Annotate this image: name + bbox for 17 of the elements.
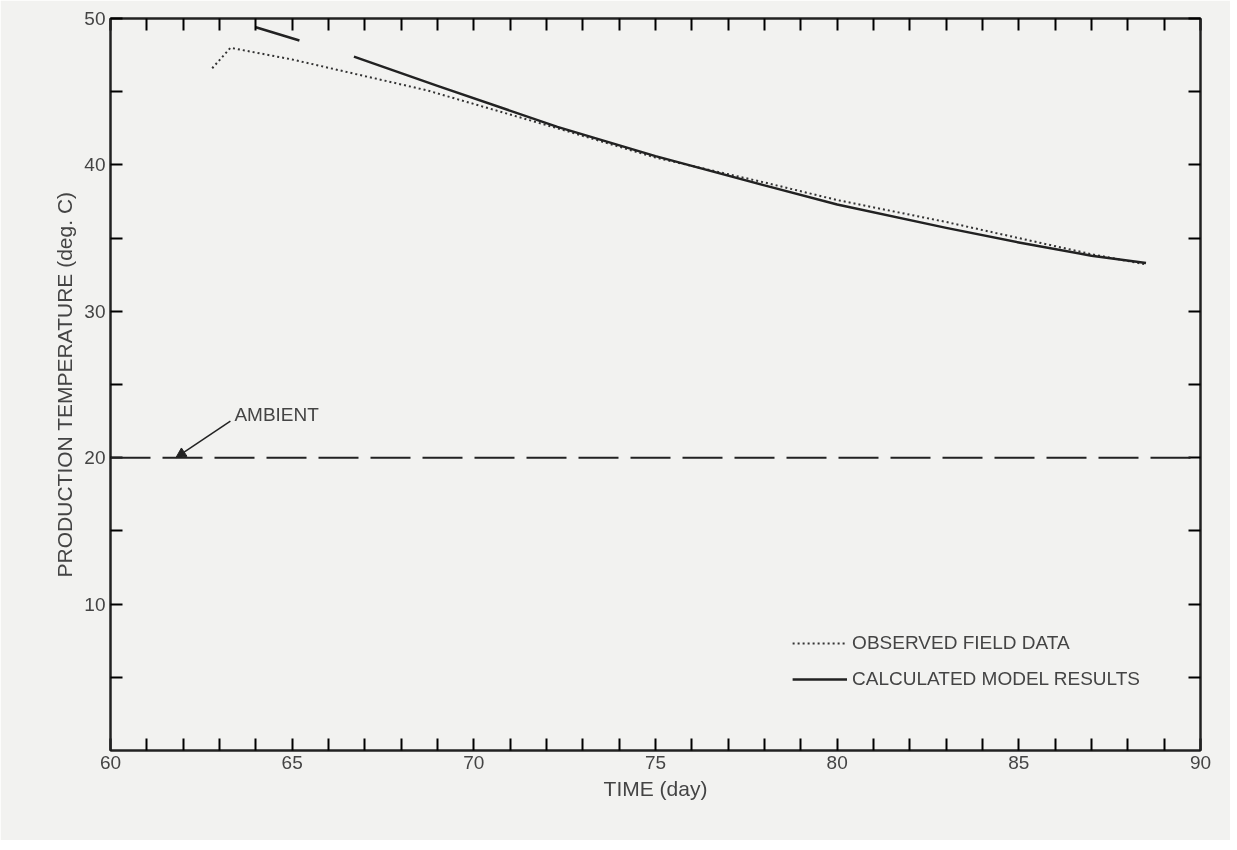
x-tick-label: 75 xyxy=(644,751,667,773)
x-tick-label: 80 xyxy=(826,751,848,773)
legend-label: OBSERVED FIELD DATA xyxy=(852,632,1070,654)
y-tick-label: 40 xyxy=(84,154,106,176)
x-tick-label: 85 xyxy=(1008,751,1030,773)
x-axis-title: TIME (day) xyxy=(603,776,708,800)
legend-label: CALCULATED MODEL RESULTS xyxy=(852,668,1140,690)
y-tick-label: 20 xyxy=(84,447,106,469)
y-tick-label: 10 xyxy=(84,593,106,615)
ref-line-label: AMBIENT xyxy=(234,404,320,426)
x-tick-label: 60 xyxy=(99,751,122,773)
x-tick-label: 90 xyxy=(1189,751,1212,773)
y-tick-label: 50 xyxy=(84,8,106,29)
x-tick-label: 65 xyxy=(281,751,303,773)
y-tick-label: 30 xyxy=(84,300,106,322)
x-tick-label: 70 xyxy=(463,751,485,773)
y-axis-title: PRODUCTION TEMPERATURE (deg. C) xyxy=(53,191,77,578)
